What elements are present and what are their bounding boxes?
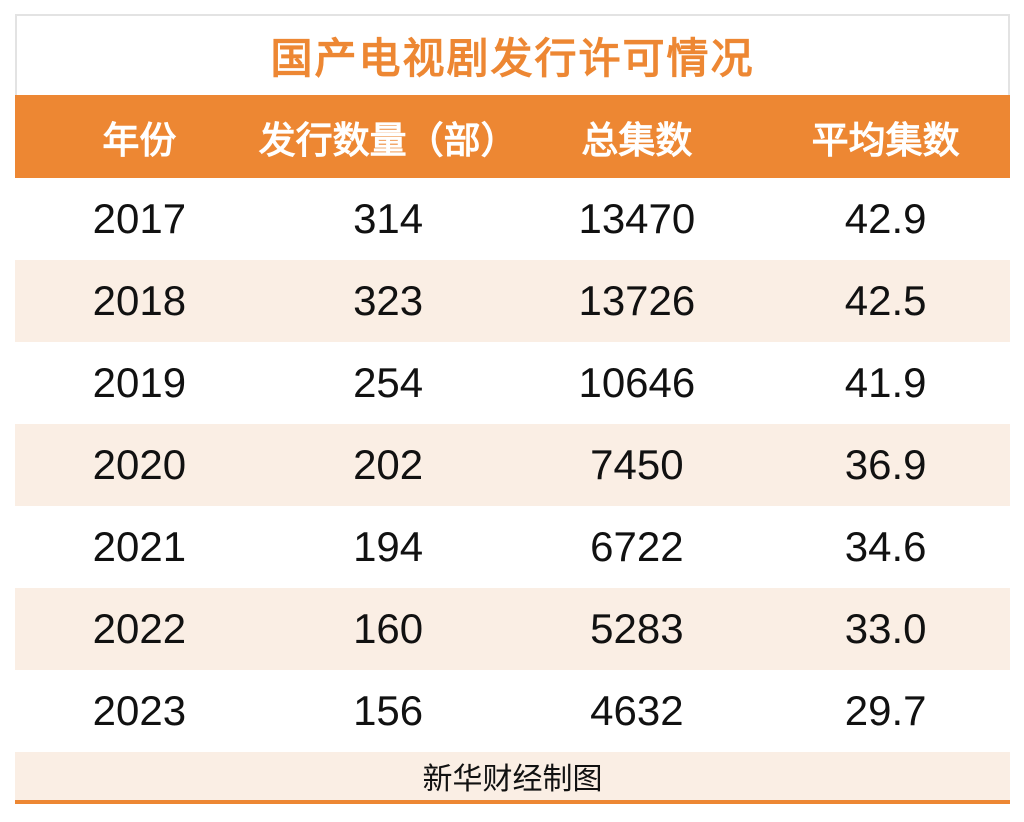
cell-year: 2021 <box>92 523 187 570</box>
cell-total: 6722 <box>590 523 684 570</box>
cell-year: 2019 <box>92 359 187 406</box>
table-row: 2017 314 13470 42.9 <box>15 178 1010 260</box>
cell-count: 156 <box>353 687 424 734</box>
table-row: 2020 202 7450 36.9 <box>15 424 1010 506</box>
tv-drama-license-table: 国产电视剧发行许可情况 年份 发行数量（部） 总集数 平均集数 2017 314… <box>15 14 1010 804</box>
table-row: 2023 156 4632 29.7 <box>15 670 1010 752</box>
cell-count: 194 <box>353 523 424 570</box>
cell-year: 2022 <box>92 605 187 652</box>
cell-total: 4632 <box>590 687 684 734</box>
cell-count: 323 <box>353 277 424 324</box>
cell-year: 2020 <box>92 441 187 488</box>
cell-avg: 42.9 <box>844 195 927 242</box>
table-row: 2022 160 5283 33.0 <box>15 588 1010 670</box>
table-title: 国产电视剧发行许可情况 <box>270 35 755 82</box>
cell-avg: 29.7 <box>844 687 927 734</box>
cell-total: 5283 <box>590 605 684 652</box>
credit-row: 新华财经制图 <box>15 752 1010 800</box>
cell-year: 2023 <box>92 687 187 734</box>
column-header-count: 发行数量（部） <box>258 119 518 161</box>
credit-text: 新华财经制图 <box>422 763 603 796</box>
cell-count: 202 <box>353 441 424 488</box>
column-header-avg: 平均集数 <box>811 119 960 161</box>
bottom-accent-rule <box>15 800 1010 804</box>
table-title-box: 国产电视剧发行许可情况 <box>15 14 1010 95</box>
cell-avg: 34.6 <box>844 523 927 570</box>
cell-year: 2018 <box>92 277 187 324</box>
cell-count: 314 <box>353 195 424 242</box>
cell-avg: 41.9 <box>844 359 927 406</box>
cell-avg: 33.0 <box>844 605 927 652</box>
cell-total: 13470 <box>578 195 696 242</box>
cell-avg: 42.5 <box>844 277 927 324</box>
column-header-total: 总集数 <box>581 119 693 161</box>
cell-count: 160 <box>353 605 424 652</box>
column-header-year: 年份 <box>102 119 177 161</box>
cell-total: 7450 <box>590 441 684 488</box>
table-row: 2018 323 13726 42.5 <box>15 260 1010 342</box>
cell-year: 2017 <box>92 195 187 242</box>
cell-count: 254 <box>353 359 424 406</box>
cell-total: 13726 <box>578 277 696 324</box>
table-row: 2019 254 10646 41.9 <box>15 342 1010 424</box>
cell-total: 10646 <box>578 359 696 406</box>
table-row: 2021 194 6722 34.6 <box>15 506 1010 588</box>
table-header-row: 年份 发行数量（部） 总集数 平均集数 <box>15 95 1010 178</box>
cell-avg: 36.9 <box>844 441 927 488</box>
